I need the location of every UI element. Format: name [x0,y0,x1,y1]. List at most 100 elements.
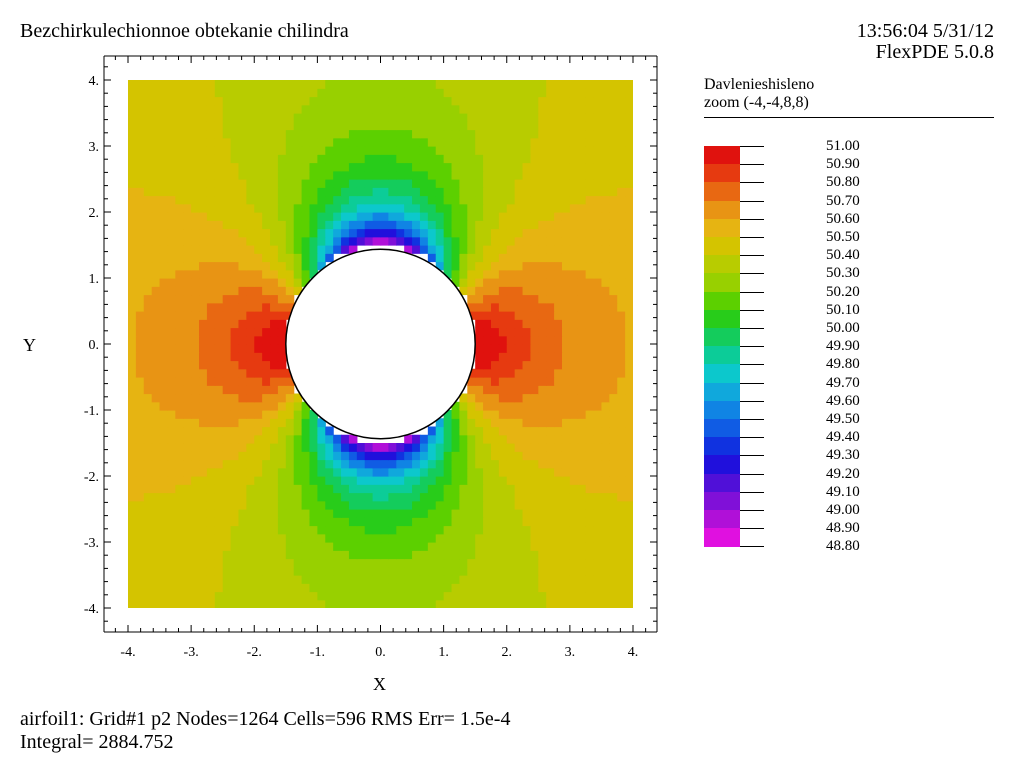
field-cell [396,187,405,197]
field-cell [443,410,453,419]
y-tick-label: 4. [89,74,100,89]
field-cell [317,195,326,205]
field-cell [277,162,287,172]
field-cell [569,484,579,494]
field-cell [159,360,169,370]
field-cell [459,459,468,469]
field-cell [617,212,626,221]
field-cell [285,533,295,543]
field-cell [372,154,382,164]
field-cell [601,245,610,254]
field-cell [585,550,595,560]
field-cell [277,302,287,312]
field-cell [419,170,429,180]
field-cell [135,269,145,279]
field-cell [459,113,468,122]
field-cell [522,220,532,230]
field-cell [325,426,334,436]
field-cell [135,533,145,543]
field-cell [191,533,200,543]
field-cell [554,443,563,452]
field-cell [419,88,429,98]
field-cell [238,195,247,205]
field-cell [151,278,161,287]
field-cell [601,121,610,131]
field-cell [601,311,610,320]
field-cell [246,352,255,362]
field-cell [490,302,500,312]
field-cell [601,129,610,139]
field-cell [206,129,216,139]
field-cell [270,377,279,386]
field-cell [143,476,153,485]
field-cell [191,558,200,568]
field-cell [143,393,153,403]
field-cell [561,228,571,238]
field-cell [419,179,429,188]
field-cell [341,104,350,114]
field-cell [206,476,216,485]
field-cell [522,492,532,502]
field-cell [617,599,626,608]
field-cell [214,88,224,98]
field-cell [467,294,476,304]
legend-entry: 49.80 [704,356,904,384]
field-cell [175,393,184,403]
field-cell [167,599,176,608]
field-cell [151,170,161,180]
field-cell [617,583,626,593]
field-cell [341,459,350,469]
field-cell [585,360,595,370]
field-cell [151,96,161,106]
field-cell [585,542,595,551]
legend-entry: 50.10 [704,302,904,329]
field-cell [277,377,287,386]
field-cell [348,492,358,502]
field-cell [546,558,555,568]
field-cell [238,418,247,428]
field-cell [175,278,184,287]
field-cell [561,261,571,271]
field-cell [128,443,137,452]
field-cell [530,137,539,147]
field-cell [435,179,445,188]
field-cell [309,550,318,560]
field-cell [617,533,626,543]
field-cell [546,451,555,461]
field-cell [222,583,232,593]
field-cell [546,360,555,370]
field-cell [206,253,216,263]
field-cell [348,195,358,205]
field-cell [427,451,437,461]
field-cell [396,484,405,494]
field-cell [285,484,295,494]
field-cell [435,591,445,601]
legend-divider [704,117,994,118]
field-cell [333,525,342,535]
field-cell [530,575,539,584]
field-cell [475,302,484,312]
field-cell [183,492,192,502]
field-cell [388,146,397,155]
field-cell [435,484,445,494]
field-cell [206,550,216,560]
field-cell [451,401,461,411]
field-cell [475,410,484,419]
field-cell [617,509,626,518]
field-cell [554,294,563,304]
field-cell [593,278,603,287]
field-cell [601,137,610,147]
field-cell [625,335,633,345]
field-cell [214,294,224,304]
field-cell [490,88,500,98]
field-cell [475,327,484,337]
field-cell [270,484,279,494]
field-cell [546,566,555,576]
field-cell [191,377,200,386]
field-cell [451,426,461,436]
field-cell [404,179,413,188]
field-cell [159,484,169,494]
field-cell [285,451,295,461]
field-cell [625,451,633,461]
